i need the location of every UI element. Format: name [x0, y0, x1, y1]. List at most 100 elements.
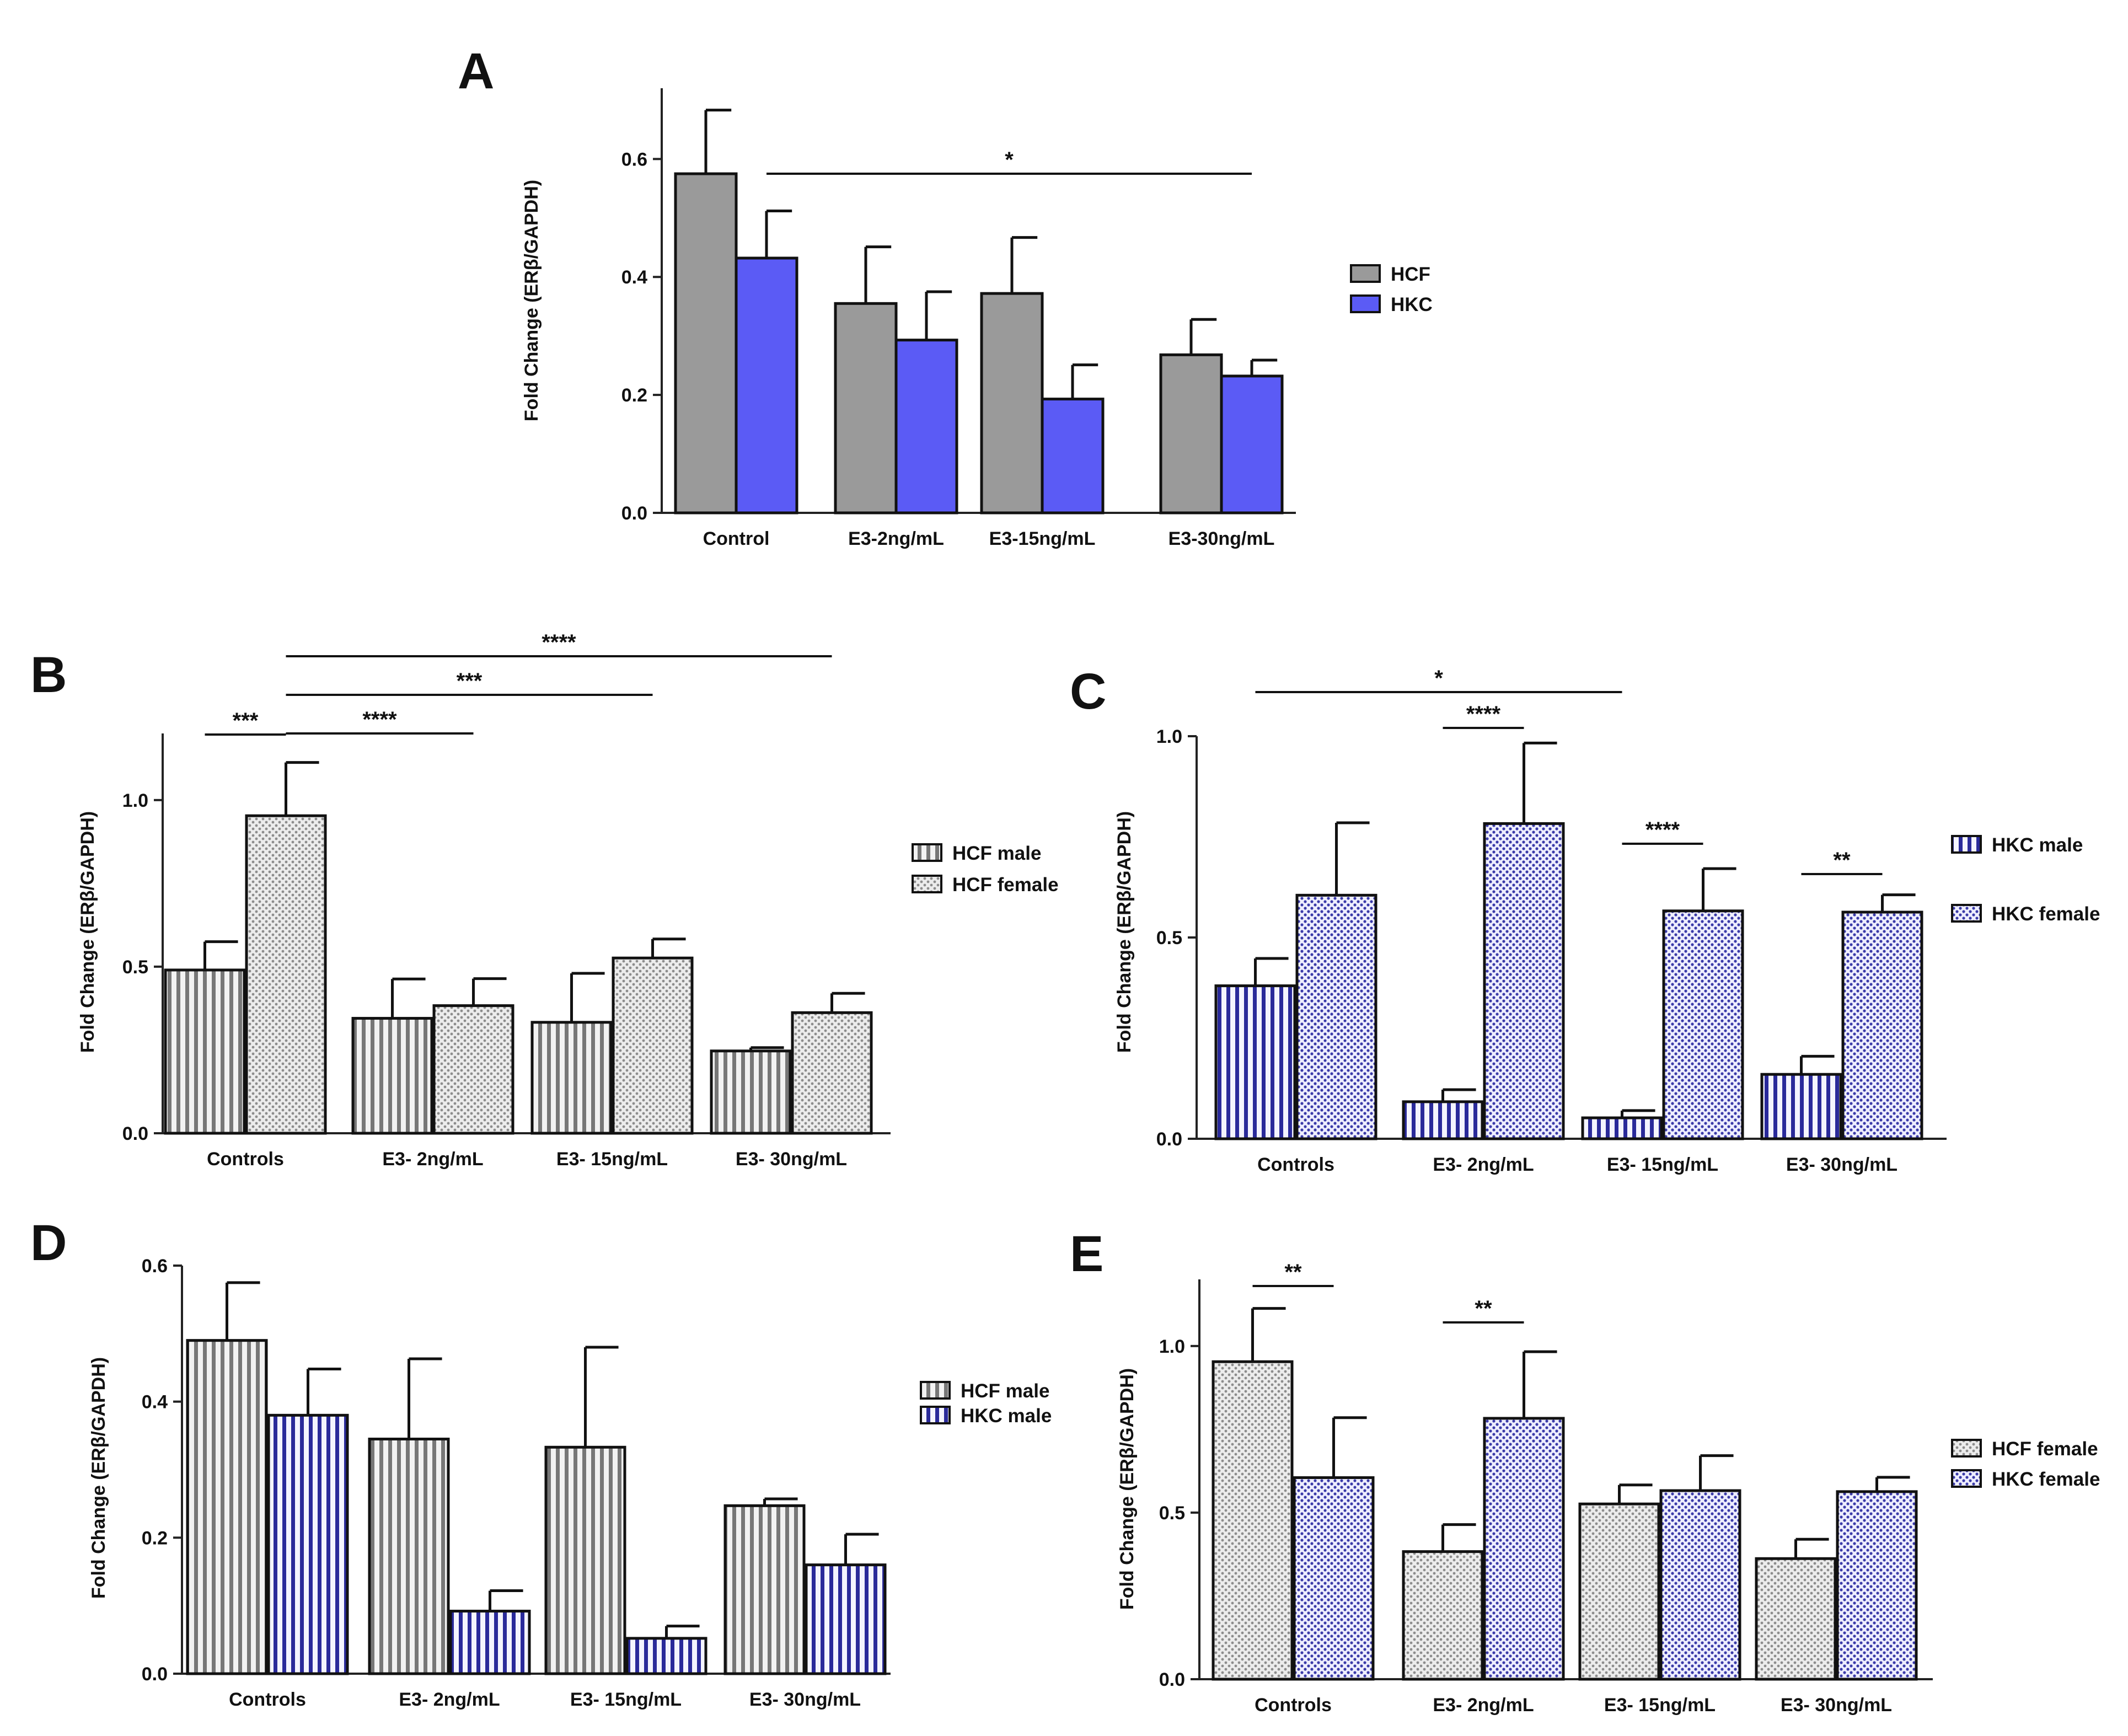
x-tick-label: E3- 30ng/mL: [1781, 1695, 1892, 1716]
bar-hkc-female: [1295, 893, 1377, 1140]
legend-swatch: [1350, 294, 1381, 313]
significance-label: ****: [1466, 702, 1501, 726]
significance-label: **: [1475, 1296, 1492, 1321]
y-tick-label: 0.5: [1159, 1503, 1185, 1524]
bar-hkc-female: [1662, 909, 1744, 1140]
y-tick-label: 0.2: [621, 385, 647, 406]
legend-item: HCF female: [1951, 1438, 2098, 1460]
legend-swatch: [920, 1381, 951, 1400]
panel-b: B 0.0 0.5 1.0 Fold Change (ERβ/GAPDH) Control…: [30, 630, 1059, 1170]
y-axis-label: Fold Change (ERβ/GAPDH): [1114, 811, 1135, 1053]
x-tick-label: E3- 15ng/mL: [556, 1149, 668, 1170]
panel-d: D 0.0 0.2 0.4 0.6 Fold Change (ERβ/GAPDH) Cont…: [30, 1215, 1052, 1710]
x-tick-label: Controls: [229, 1689, 306, 1710]
legend-swatch: [1951, 1469, 1982, 1488]
panel-letter: A: [458, 43, 494, 99]
legend-swatch: [920, 1406, 951, 1424]
legend-item: HKC male: [1951, 834, 2083, 856]
panel-a: A 0.0 0.2 0.4 0.6 Fold Change (ERβ/GAPDH) Cont…: [458, 43, 1433, 549]
panel-letter: E: [1070, 1226, 1103, 1282]
bar-hkc: [1220, 374, 1284, 515]
legend-label: HKC female: [1992, 1469, 2100, 1490]
y-tick-label: 0.4: [621, 267, 647, 288]
x-tick-label: E3- 2ng/mL: [399, 1689, 500, 1710]
legend-item: HCF: [1350, 264, 1430, 285]
bar-hkc-female: [1483, 822, 1565, 1140]
bar-hcf: [980, 292, 1044, 515]
legend-label: HCF: [1391, 264, 1430, 285]
y-axis-label: Fold Change (ERβ/GAPDH): [77, 811, 98, 1053]
significance-label: **: [1284, 1260, 1302, 1284]
legend-swatch: [1951, 835, 1982, 854]
legend-item: HKC female: [1951, 1469, 2100, 1490]
legend-label: HKC male: [1992, 834, 2083, 856]
x-tick-label: E3- 2ng/mL: [382, 1149, 483, 1170]
legend-swatch: [912, 875, 942, 893]
significance-label: ****: [362, 708, 397, 732]
bar-hcf-female: [612, 956, 694, 1135]
x-tick-label: E3- 2ng/mL: [1433, 1154, 1534, 1175]
bar-hkc-female: [1293, 1476, 1375, 1681]
y-tick-label: 1.0: [122, 790, 148, 811]
y-tick-label: 0.0: [142, 1664, 168, 1685]
panel-letter: C: [1070, 663, 1106, 720]
y-tick-label: 1.0: [1156, 726, 1182, 747]
legend-label: HCF male: [952, 843, 1041, 864]
bar-hcf-male: [186, 1339, 268, 1675]
bar-hcf-female: [791, 1011, 873, 1135]
bar-hkc-female: [1836, 1490, 1918, 1681]
bar-hcf-male: [530, 1021, 613, 1135]
bar-hkc-male: [449, 1610, 531, 1675]
significance-label: ****: [1645, 818, 1680, 842]
legend-item: HCF male: [920, 1380, 1049, 1402]
y-tick-label: 0.6: [621, 149, 647, 170]
bar-hcf-male: [710, 1049, 792, 1135]
legend-label: HCF female: [1992, 1438, 2098, 1460]
x-tick-label: E3-15ng/mL: [989, 528, 1096, 549]
x-tick-label: Control: [703, 528, 770, 549]
bar-hkc-male: [267, 1413, 349, 1675]
bar-hcf: [674, 172, 738, 515]
bar-hcf: [1159, 353, 1223, 515]
legend-item: HCF female: [912, 874, 1059, 896]
legend-label: HKC: [1391, 294, 1433, 315]
x-tick-label: E3- 30ng/mL: [736, 1149, 847, 1170]
bar-hcf-female: [1402, 1550, 1484, 1681]
bar-hcf-male: [544, 1445, 626, 1675]
bar-hcf-male: [164, 968, 246, 1135]
y-tick-label: 0.0: [621, 503, 647, 524]
x-tick-label: E3- 15ng/mL: [1607, 1154, 1718, 1175]
x-tick-label: E3- 15ng/mL: [1604, 1695, 1716, 1716]
x-tick-label: E3-30ng/mL: [1168, 528, 1275, 549]
y-tick-label: 0.5: [1156, 928, 1182, 949]
legend-item: HKC female: [1951, 903, 2100, 925]
bar-hkc-male: [805, 1563, 887, 1675]
panel-letter: D: [30, 1215, 67, 1271]
x-tick-label: E3- 30ng/mL: [1786, 1154, 1897, 1175]
legend-label: HKC female: [1992, 903, 2100, 925]
y-axis-label: Fold Change (ERβ/GAPDH): [521, 180, 542, 421]
y-tick-label: 0.4: [142, 1392, 168, 1413]
bar-hkc: [1041, 398, 1105, 515]
x-tick-label: E3- 30ng/mL: [749, 1689, 861, 1710]
y-tick-label: 0.0: [122, 1123, 148, 1144]
legend-swatch: [912, 843, 942, 862]
bar-hkc-female: [1841, 910, 1923, 1140]
significance-label: ***: [457, 669, 483, 693]
legend-label: HKC male: [961, 1405, 1052, 1427]
bar-hkc-male: [625, 1637, 707, 1675]
bar-hcf-female: [1755, 1557, 1837, 1681]
legend-swatch: [1951, 904, 1982, 923]
bar-hkc-male: [1760, 1073, 1842, 1140]
x-tick-label: E3- 15ng/mL: [570, 1689, 682, 1710]
legend-swatch: [1350, 264, 1381, 283]
x-tick-label: E3-2ng/mL: [848, 528, 944, 549]
bar-hkc-female: [1659, 1489, 1741, 1681]
legend-swatch: [1951, 1439, 1982, 1458]
bar-hcf-male: [368, 1438, 450, 1675]
significance-label: *: [1434, 666, 1443, 690]
y-tick-label: 1.0: [1159, 1336, 1185, 1357]
bar-hcf-female: [1578, 1502, 1660, 1681]
bar-hkc-male: [1214, 984, 1296, 1140]
